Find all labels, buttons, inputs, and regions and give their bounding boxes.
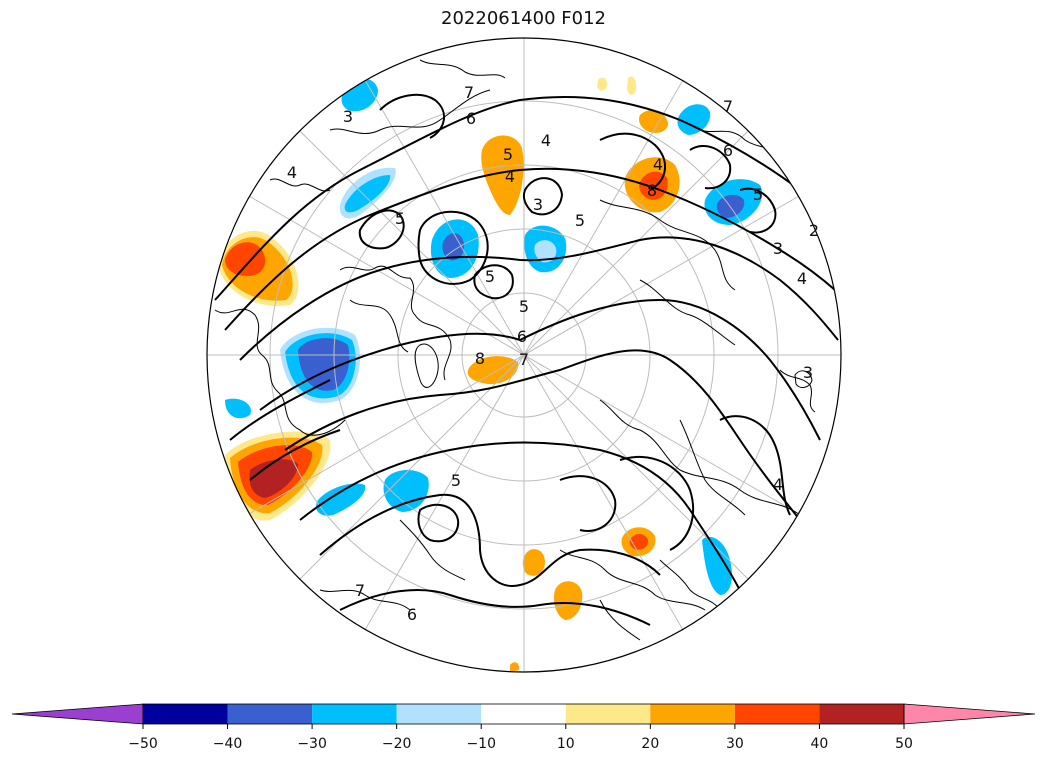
colorbar-bin xyxy=(819,704,904,724)
colorbar-bin xyxy=(650,704,735,724)
contour-label: 7 xyxy=(519,350,529,369)
colorbar-bin xyxy=(143,704,228,724)
contour-label: 4 xyxy=(797,269,807,288)
contour-label: 3 xyxy=(343,107,353,126)
contour-label: 5 xyxy=(753,185,763,204)
anomaly-region xyxy=(639,110,668,133)
anomaly-region xyxy=(225,242,266,276)
colorbar-tick-label: 30 xyxy=(726,736,744,752)
map-title: 2022061400 F012 xyxy=(441,8,606,29)
colorbar-over-extension xyxy=(903,703,1036,725)
colorbar-bin xyxy=(565,704,651,724)
colorbar-tick-label: 20 xyxy=(641,736,659,752)
anomaly-region xyxy=(510,662,520,672)
anomaly-region xyxy=(249,459,298,498)
colorbar-tick-label: −10 xyxy=(466,736,496,752)
contour-label: 6 xyxy=(517,327,527,346)
anomaly-region xyxy=(481,135,524,215)
colorbar-tick-label: 40 xyxy=(811,736,829,752)
colorbar-tick-label: −30 xyxy=(297,736,327,752)
anomaly-region xyxy=(554,581,583,620)
contour-label: 2 xyxy=(809,221,819,240)
anomaly-region xyxy=(597,77,608,91)
contour-label: 4 xyxy=(287,163,297,182)
colorbar-bin xyxy=(481,704,566,724)
contour-label: 5 xyxy=(451,471,461,490)
contour-label: 7 xyxy=(355,581,365,600)
colorbar-tick-label: −40 xyxy=(213,736,243,752)
anomaly-region xyxy=(383,469,429,512)
colorbar: −50 −40 −30 −20 −10 10 20 30 40 50 xyxy=(11,703,1036,752)
anomaly-region xyxy=(467,356,519,385)
anomaly-region xyxy=(442,233,465,261)
contour-label: 5 xyxy=(503,145,513,164)
anomaly-region xyxy=(534,240,557,263)
contour-label: 4 xyxy=(773,475,783,494)
contour-label: 7 xyxy=(464,83,474,102)
contour-label: 5 xyxy=(395,209,405,228)
colorbar-bin xyxy=(227,704,313,724)
contour-label: 3 xyxy=(773,239,783,258)
contour-label: 3 xyxy=(533,195,543,214)
map-boundary xyxy=(206,37,842,673)
contour-label: 4 xyxy=(541,131,551,150)
contour-label: 7 xyxy=(723,97,733,116)
colorbar-tick-label: −50 xyxy=(128,736,158,752)
colorbar-bin xyxy=(396,704,482,724)
colorbar-bin xyxy=(312,704,397,724)
anomaly-region xyxy=(702,536,732,595)
contour-label: 4 xyxy=(505,167,515,186)
anomaly-region xyxy=(677,104,711,135)
anomaly-region xyxy=(627,76,637,95)
contour-label: 8 xyxy=(475,349,485,368)
graticule xyxy=(207,38,841,672)
anomaly-region xyxy=(639,171,668,200)
anomaly-region xyxy=(344,175,391,213)
shaded-anomalies xyxy=(218,76,763,672)
coastlines xyxy=(214,59,816,641)
colorbar-under-extension xyxy=(11,703,144,725)
contour-label: 3 xyxy=(803,363,813,382)
polar-map: 5 4 5 7 6 4 3 5 6 5 7 5 4 2 3 4 8 8 5 4 … xyxy=(206,37,842,673)
contour-label-group: 5 4 5 7 6 4 3 5 6 5 7 5 4 2 3 4 8 8 5 4 … xyxy=(287,83,819,624)
colorbar-ticks: −50 −40 −30 −20 −10 10 20 30 40 50 xyxy=(128,724,913,752)
colorbar-frame xyxy=(142,703,905,725)
colorbar-tick-label: 50 xyxy=(895,736,913,752)
colorbar-bins xyxy=(11,703,1036,725)
contour-label: 4 xyxy=(653,155,663,174)
anomaly-region xyxy=(315,483,366,516)
contour-label: 5 xyxy=(519,297,529,316)
colorbar-tick-label: 10 xyxy=(557,736,575,752)
contour-label: 6 xyxy=(407,605,417,624)
contour-label: 5 xyxy=(575,211,585,230)
map-content xyxy=(207,38,841,672)
contour-label: 8 xyxy=(647,181,657,200)
colorbar-tick-label: −20 xyxy=(382,736,412,752)
anomaly-region xyxy=(522,549,545,576)
contour-label: 6 xyxy=(466,109,476,128)
contour-label: 6 xyxy=(723,141,733,160)
anomaly-region xyxy=(225,398,251,419)
colorbar-bin xyxy=(734,704,820,724)
contour-label: 5 xyxy=(485,267,495,286)
height-contours xyxy=(214,93,839,626)
